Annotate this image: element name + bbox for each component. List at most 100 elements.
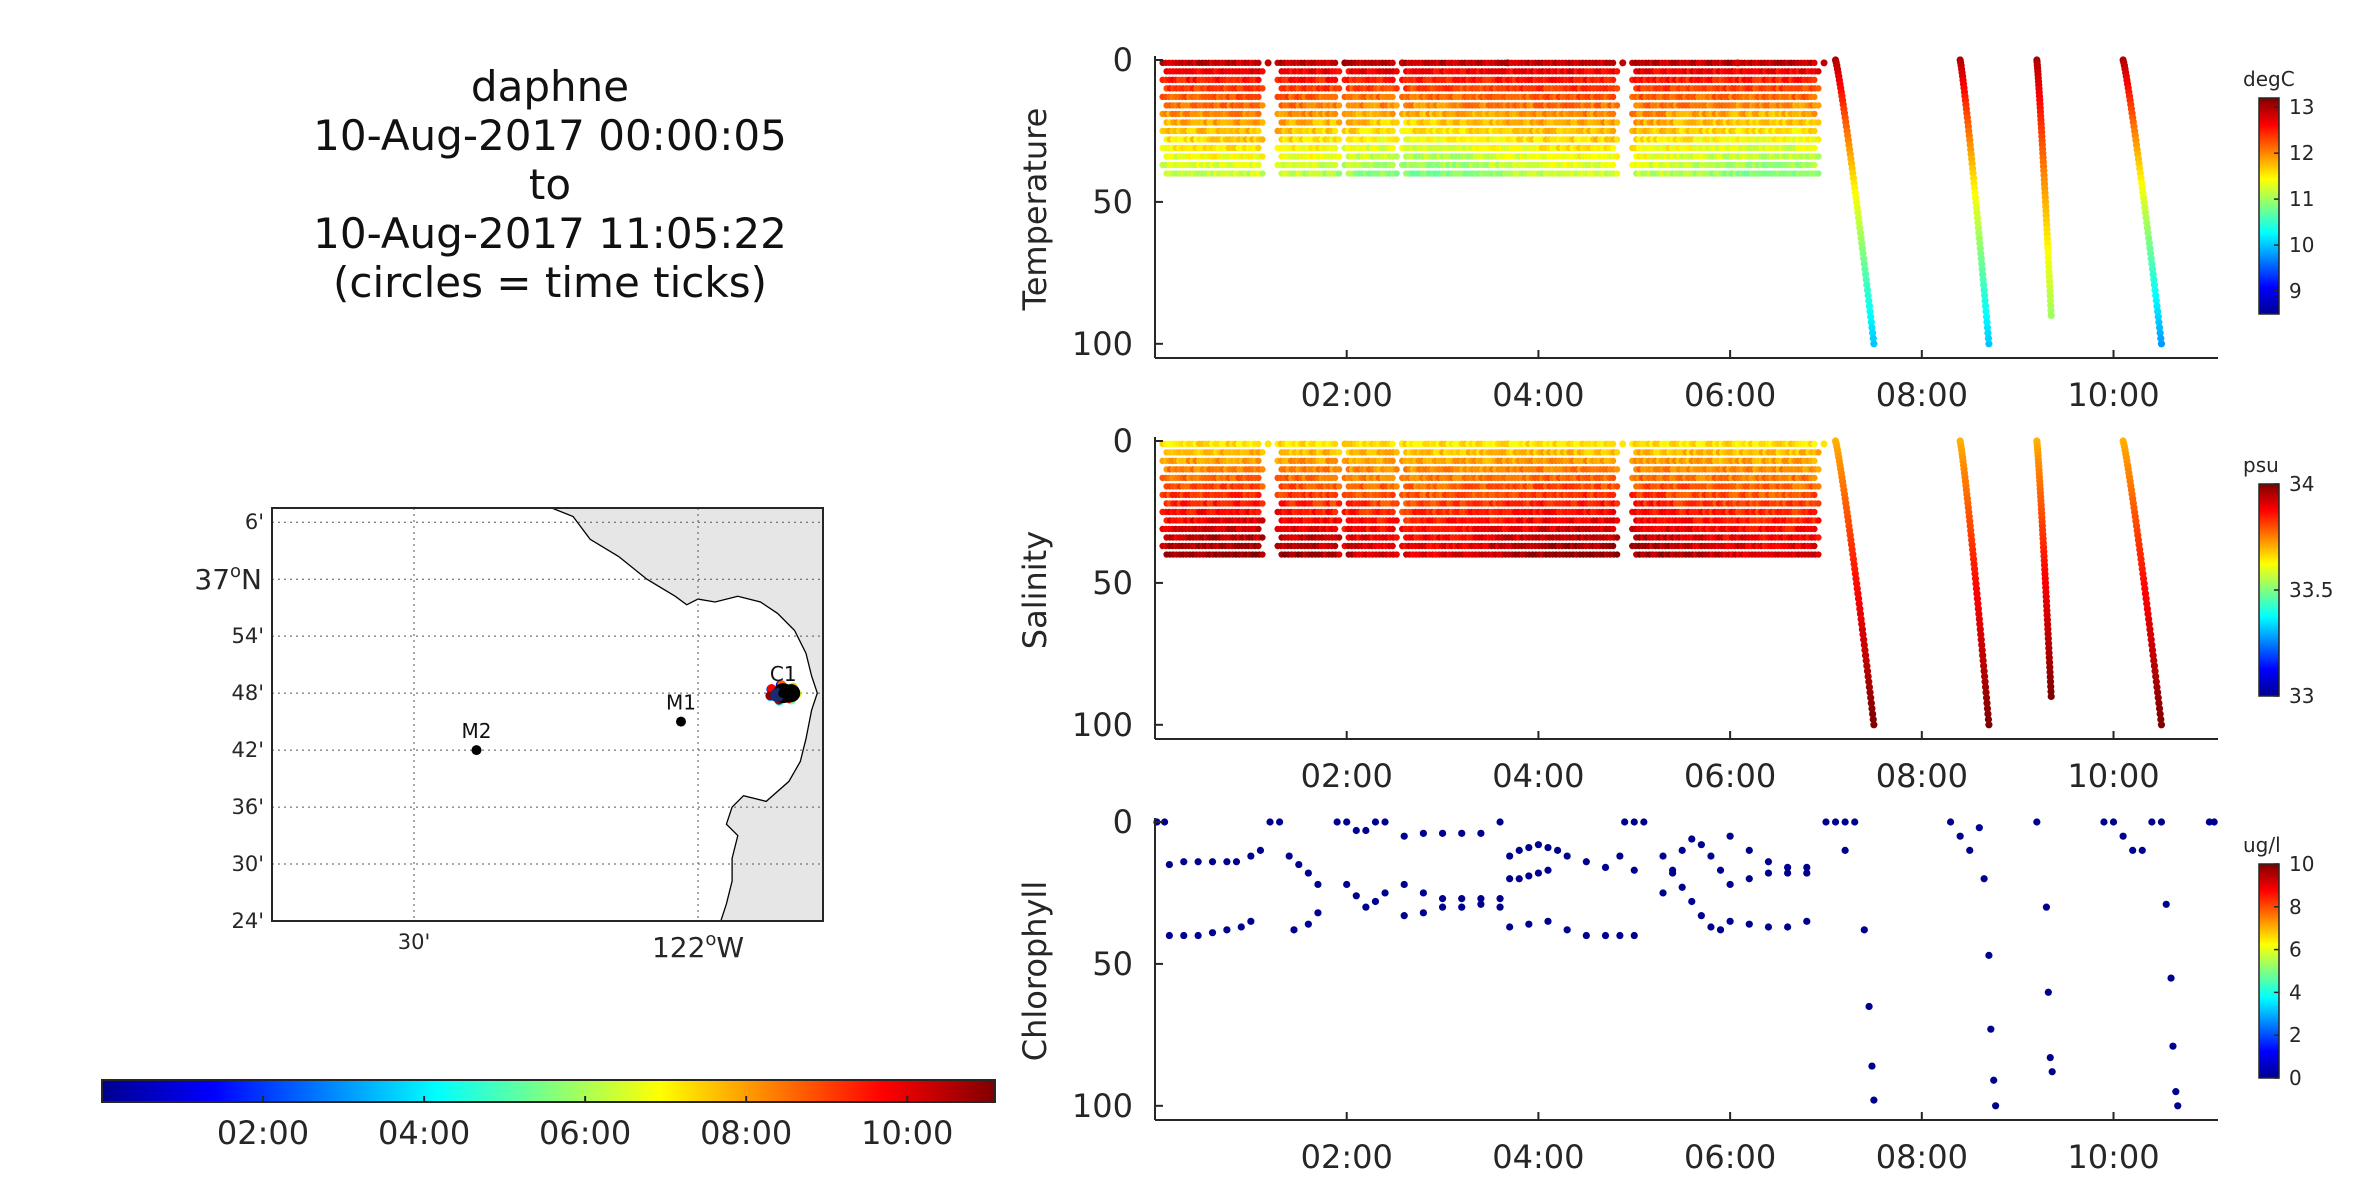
data-point	[1331, 525, 1339, 533]
data-point	[1393, 500, 1400, 507]
data-point	[1609, 59, 1617, 67]
data-point	[1613, 136, 1621, 143]
map-lat-label: 42'	[232, 738, 265, 762]
data-point	[1389, 491, 1396, 499]
data-point	[1331, 76, 1339, 84]
data-point	[1811, 59, 1818, 67]
data-point	[1613, 449, 1621, 456]
data-point	[1331, 474, 1339, 482]
data-point	[1335, 153, 1343, 160]
title-line: daphne	[470, 62, 630, 111]
data-point	[1335, 119, 1343, 126]
land-area	[549, 508, 823, 921]
data-point	[1613, 68, 1621, 75]
data-point	[1609, 110, 1617, 118]
data-point	[1259, 517, 1266, 524]
data-point	[1619, 440, 1627, 448]
data-point	[1613, 534, 1621, 541]
data-point	[1613, 483, 1621, 490]
data-point	[1985, 340, 1993, 348]
data-point	[1389, 93, 1396, 101]
data-point	[1331, 93, 1339, 101]
data-point	[1609, 161, 1617, 169]
data-point	[1335, 500, 1343, 507]
data-point	[1331, 457, 1339, 465]
data-point	[1609, 542, 1617, 550]
data-point	[1255, 144, 1262, 152]
data-point	[1393, 466, 1400, 473]
data-point	[1393, 534, 1400, 541]
data-point	[1259, 534, 1266, 541]
data-points	[1159, 437, 2166, 729]
data-point	[1331, 127, 1339, 135]
y-axis-label: Temperature	[1016, 108, 1054, 312]
data-point	[1393, 68, 1400, 75]
data-point	[1259, 466, 1266, 473]
data-point	[1335, 170, 1343, 177]
data-point	[1393, 517, 1400, 524]
data-point	[1613, 153, 1621, 160]
hemisphere-letter: N	[241, 563, 262, 596]
x-tick-label: 04:00	[1492, 376, 1584, 414]
data-point	[1259, 85, 1266, 92]
hemisphere-letter: W	[716, 931, 744, 964]
data-point	[1815, 170, 1822, 177]
map-lat-label: 54'	[232, 624, 265, 648]
x-tick-label: 02:00	[1301, 376, 1393, 414]
station-label: M2	[462, 719, 492, 743]
map-lat-label: 48'	[232, 681, 265, 705]
data-point	[1613, 517, 1621, 524]
data-point	[1259, 68, 1266, 75]
data-point	[1259, 483, 1266, 490]
colorbar-unit: degC	[2243, 67, 2295, 91]
station-label: M1	[666, 691, 696, 715]
title-line: (circles = time ticks)	[333, 258, 767, 307]
data-point	[1331, 440, 1339, 448]
data-point	[1255, 110, 1262, 118]
data-point	[1259, 500, 1266, 507]
data-point	[1255, 76, 1262, 84]
data-point	[1264, 59, 1272, 67]
data-point	[1389, 457, 1396, 465]
colorbar-tick-label: 10	[2289, 233, 2314, 257]
map-lat-label: 6'	[245, 510, 264, 534]
data-point	[1335, 483, 1343, 490]
data-point	[1389, 59, 1396, 67]
data-point	[1335, 102, 1343, 109]
time-colorbar-tick-label: 10:00	[861, 1114, 953, 1152]
data-point	[1335, 68, 1343, 75]
data-point	[1335, 517, 1343, 524]
track-time-circle	[782, 684, 801, 703]
data-point	[1870, 340, 1878, 348]
data-point	[1609, 525, 1617, 533]
data-point	[1331, 110, 1339, 118]
data-point	[1393, 483, 1400, 490]
map-lat-label: 36'	[232, 795, 265, 819]
colorbar	[2258, 97, 2280, 315]
data-point	[1335, 551, 1343, 558]
data-point	[1335, 136, 1343, 143]
data-points	[1159, 56, 2166, 348]
data-point	[1811, 127, 1818, 135]
data-point	[1609, 440, 1617, 448]
station-marker	[471, 745, 482, 756]
data-point	[1613, 551, 1621, 558]
data-point	[1613, 102, 1621, 109]
data-point	[1609, 508, 1617, 516]
data-point	[1393, 136, 1400, 143]
data-point	[1335, 449, 1343, 456]
data-point	[1811, 144, 1818, 152]
data-point	[1811, 93, 1818, 101]
data-point	[1820, 59, 1828, 67]
x-tick-label: 10:00	[2067, 376, 2159, 414]
time-colorbar: 02:00 04:00 06:00 08:00 10:00	[101, 1079, 996, 1152]
data-point	[1255, 491, 1262, 499]
data-point	[1255, 440, 1262, 448]
data-point	[1815, 102, 1822, 109]
data-point	[1393, 119, 1400, 126]
degree-symbol: o	[705, 929, 716, 950]
colorbar-tick-label: 13	[2289, 95, 2314, 119]
